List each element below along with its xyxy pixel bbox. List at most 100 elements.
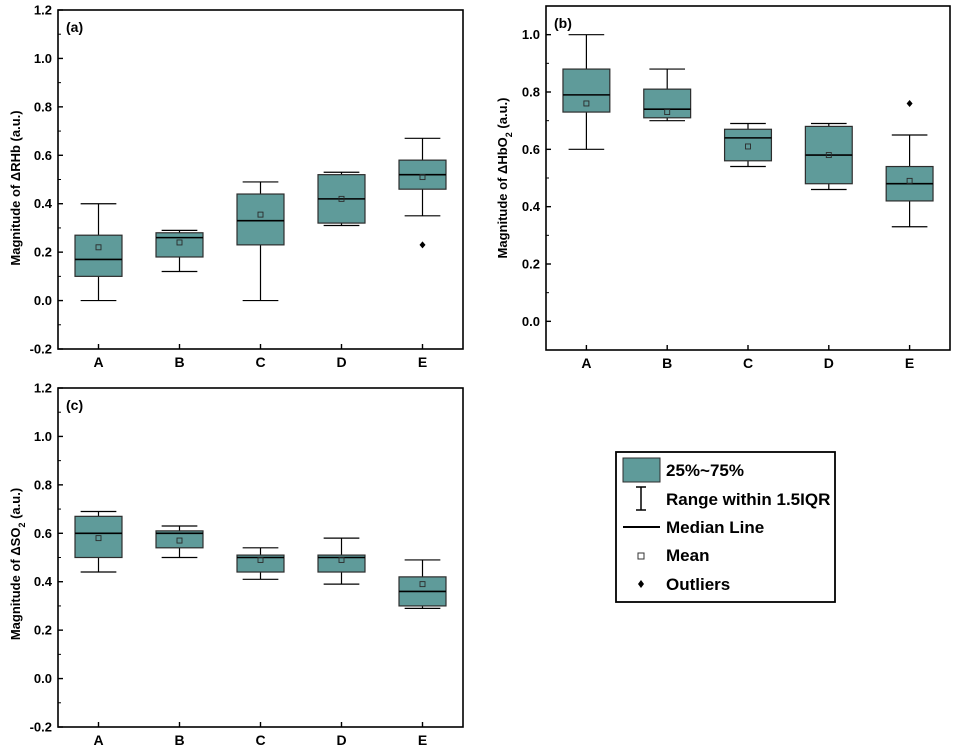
mean-marker	[664, 109, 671, 116]
iqr-box	[643, 88, 692, 119]
mean-marker	[583, 100, 590, 107]
y-tick-label: 0.6	[34, 526, 52, 541]
x-tick-label: A	[93, 732, 103, 748]
x-tick-label: B	[662, 355, 672, 371]
plot-area: -0.2 0.0 0.2 0.4 0.6 0.8 1.0 1.2 A B C D E	[30, 381, 464, 748]
mean-marker	[419, 581, 426, 588]
mean-marker	[825, 152, 832, 159]
y-tick-label: 0.0	[34, 293, 52, 308]
legend-label: Range within 1.5IQR	[666, 490, 830, 509]
legend-label: Mean	[666, 546, 709, 565]
y-tick-label: 1.0	[34, 51, 52, 66]
y-tick-label: 1.2	[34, 3, 52, 18]
legend-label: Median Line	[666, 518, 764, 537]
mean-symbol	[637, 552, 645, 560]
x-tick-label: D	[336, 354, 346, 370]
y-tick-label: 1.0	[34, 429, 52, 444]
y-tick-label: 0.2	[34, 623, 52, 638]
y-axis-title: Magnitude of ΔHbO2 (a.u.)	[495, 98, 514, 259]
legend-item-box: 25%~75%	[622, 457, 744, 483]
svg-text:Magnitude of ΔHbO2 (a.u.): Magnitude of ΔHbO2 (a.u.)	[495, 98, 514, 259]
panel-tag: (a)	[66, 19, 83, 35]
iqr-box	[236, 193, 285, 246]
iqr-box	[562, 68, 611, 113]
panel-tag: (b)	[554, 15, 572, 31]
x-tick-label: C	[255, 732, 265, 748]
y-tick-label: 0.2	[34, 245, 52, 260]
y-axis-title-sub: 2	[504, 132, 514, 137]
panel-c: (c) Magnitude of ΔSO2 (a.u.) -0.2 0.0 0.2 0…	[8, 381, 464, 748]
y-axis-title-unit: (a.u.)	[8, 110, 23, 145]
x-tick-label: B	[174, 354, 184, 370]
legend-label: Outliers	[666, 575, 730, 594]
x-tick-label: C	[255, 354, 265, 370]
y-tick-label: 1.2	[34, 381, 52, 396]
x-tick-label: A	[581, 355, 591, 371]
mean-marker	[95, 244, 102, 251]
y-tick-label: 0.8	[34, 99, 52, 114]
mean-marker	[95, 535, 102, 542]
x-tick-label: C	[743, 355, 753, 371]
mean-marker	[338, 195, 345, 202]
y-tick-label: 0.8	[34, 477, 52, 492]
mean-marker	[338, 556, 345, 563]
y-axis-title-main: Magnitude of ΔHbO	[495, 137, 510, 258]
y-tick-label: 0.2	[522, 257, 540, 272]
mean-marker	[176, 537, 183, 544]
legend-item-whisker: Range within 1.5IQR	[636, 486, 830, 511]
mean-marker	[906, 177, 913, 184]
y-tick-label: 0.4	[34, 574, 53, 589]
panel-tag: (c)	[66, 397, 83, 413]
iqr-box	[723, 128, 773, 162]
svg-text:Magnitude of ΔRHb (a.u.): Magnitude of ΔRHb (a.u.)	[8, 110, 23, 265]
outlier-marker	[906, 99, 913, 107]
legend-item-mean: Mean	[637, 546, 709, 565]
x-tick-label: E	[418, 732, 427, 748]
x-tick-label: E	[905, 355, 914, 371]
legend: 25%~75% Range within 1.5IQR Median Line …	[615, 451, 836, 603]
plot-area: -0.2 0.0 0.2 0.4 0.6 0.8 1.0 1.2 A B C D E	[30, 3, 464, 370]
y-axis-title-sub: 2	[17, 523, 27, 528]
iqr-box	[236, 554, 285, 573]
y-axis-title: Magnitude of ΔSO2 (a.u.)	[8, 488, 27, 640]
y-tick-label: 0.0	[34, 671, 52, 686]
y-tick-label: 0.8	[522, 85, 540, 100]
y-tick-label: -0.2	[30, 720, 52, 735]
mean-marker	[257, 211, 264, 218]
iqr-box	[74, 515, 123, 559]
y-axis-title: Magnitude of ΔRHb (a.u.)	[8, 110, 23, 265]
mean-marker	[745, 143, 751, 150]
outlier-symbol	[638, 580, 644, 588]
y-tick-label: -0.2	[30, 342, 52, 357]
panel-b: (b) Magnitude of ΔHbO2 (a.u.) 0.00.20.40…	[495, 5, 951, 371]
y-axis-title-main: Magnitude of ΔRHb	[8, 145, 23, 266]
svg-text:Magnitude of ΔSO2 (a.u.): Magnitude of ΔSO2 (a.u.)	[8, 488, 27, 640]
x-tick-label: D	[336, 732, 346, 748]
y-tick-label: 0.4	[34, 196, 53, 211]
x-tick-label: A	[93, 354, 103, 370]
y-tick-label: 0.0	[522, 314, 540, 329]
mean-marker	[257, 556, 264, 563]
y-axis-title-unit: (a.u.)	[495, 98, 510, 133]
y-axis-title-unit: (a.u.)	[8, 488, 23, 523]
mean-marker	[176, 239, 183, 246]
panel-a: (a) Magnitude of ΔRHb (a.u.) -0.2 0.0 0.2 0…	[8, 3, 464, 370]
plot-area: 0.0 0.2 0.4 0.6 0.8 1.0 A B C D E	[522, 5, 951, 371]
mean-marker	[419, 174, 426, 181]
y-axis-title-main: Magnitude of ΔSO	[8, 528, 23, 641]
legend-item-median: Median Line	[623, 518, 764, 537]
x-tick-label: B	[174, 732, 184, 748]
y-tick-label: 0.4	[522, 199, 541, 214]
y-tick-label: 1.0	[522, 27, 540, 42]
x-tick-label: E	[418, 354, 427, 370]
y-tick-label: 0.6	[522, 142, 540, 157]
legend-label: 25%~75%	[666, 461, 744, 480]
y-tick-label: 0.6	[34, 148, 52, 163]
legend-item-outlier: Outliers	[638, 575, 730, 594]
iqr-box	[155, 530, 204, 549]
x-tick-label: D	[824, 355, 834, 371]
iqr-box	[317, 554, 366, 573]
legend-box-swatch	[622, 457, 661, 483]
iqr-box	[74, 234, 123, 277]
